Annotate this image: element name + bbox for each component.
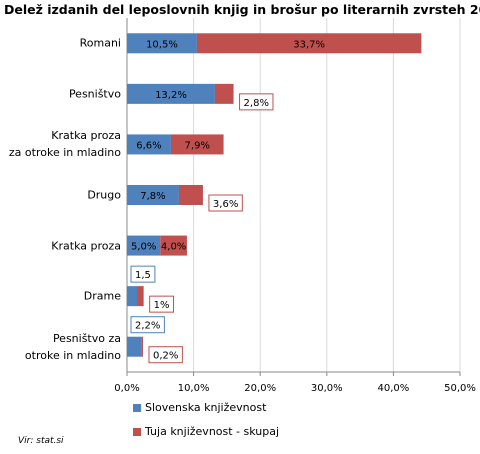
label-box bbox=[149, 295, 175, 313]
data-label: 1,5 bbox=[135, 270, 151, 281]
data-label: 33,7% bbox=[293, 39, 325, 50]
data-label: 7,8% bbox=[140, 191, 165, 202]
bar-segment bbox=[141, 336, 143, 357]
label-box bbox=[130, 316, 165, 334]
data-label: 0,2% bbox=[153, 351, 178, 362]
legend-label: Slovenska književnost bbox=[145, 401, 267, 414]
label-box bbox=[239, 93, 274, 111]
source-note: Vir: stat.si bbox=[18, 436, 64, 446]
bar-segment bbox=[160, 235, 187, 256]
bar-segment bbox=[178, 185, 203, 205]
y-tick-label: Drugo bbox=[87, 188, 121, 202]
y-tick-label: Kratka proza za otroke in mladino bbox=[8, 129, 121, 160]
data-label: 10,5% bbox=[146, 39, 178, 50]
legend-swatch bbox=[133, 428, 141, 436]
x-tick-label: 40,0% bbox=[378, 383, 410, 394]
y-tick-label: Romani bbox=[79, 36, 121, 50]
x-tick-label: 50,0% bbox=[444, 383, 476, 394]
data-label: 3,6% bbox=[213, 199, 238, 210]
x-tick-label: 30,0% bbox=[311, 383, 343, 394]
legend-swatch bbox=[133, 404, 141, 412]
bar-segment bbox=[127, 235, 161, 256]
data-label: 13,2% bbox=[155, 90, 187, 101]
bar-segment bbox=[127, 33, 197, 54]
bar-segment bbox=[170, 134, 224, 155]
bar-segment bbox=[127, 134, 171, 155]
y-tick-label: Pesništvo bbox=[68, 87, 121, 101]
bar-segment bbox=[127, 286, 137, 307]
data-label: 1% bbox=[154, 300, 170, 311]
x-tick-label: 10,0% bbox=[178, 383, 210, 394]
y-tick-label: Kratka proza bbox=[51, 239, 121, 253]
chart-title: Delež izdanih del leposlovnih knjig in b… bbox=[4, 2, 480, 17]
legend-label: Tuja književnost - skupaj bbox=[144, 425, 279, 438]
bar-segment bbox=[214, 83, 234, 104]
y-tick-label: Drame bbox=[83, 289, 121, 303]
label-box bbox=[130, 265, 156, 283]
data-label: 2,8% bbox=[244, 98, 269, 109]
data-label: 5,0% bbox=[131, 242, 156, 253]
y-tick-label: Pesništvo za otroke in mladino bbox=[24, 331, 121, 362]
label-box bbox=[148, 346, 183, 364]
label-box bbox=[208, 194, 243, 212]
bar-segment bbox=[127, 83, 215, 104]
x-tick-label: 20,0% bbox=[244, 383, 276, 394]
bar-segment bbox=[196, 33, 422, 54]
data-label: 6,6% bbox=[136, 140, 161, 151]
data-label: 7,9% bbox=[185, 140, 210, 151]
data-label: 4,0% bbox=[161, 242, 186, 253]
bar-segment bbox=[136, 286, 144, 307]
bar-segment bbox=[127, 336, 142, 357]
data-label: 2,2% bbox=[135, 321, 160, 332]
bar-segment bbox=[127, 185, 179, 205]
x-tick-label: 0,0% bbox=[114, 383, 139, 394]
